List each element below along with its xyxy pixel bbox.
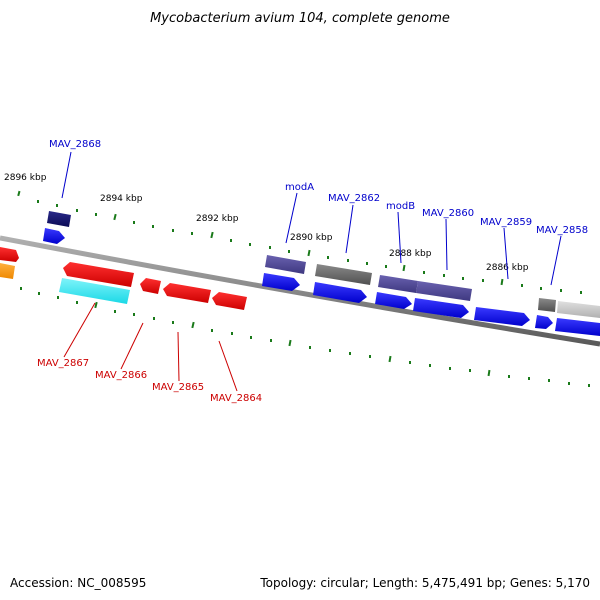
outer-tick-track xyxy=(17,190,582,294)
kbp-label: 2888 kbp xyxy=(389,249,432,259)
feature-block-purple-modb xyxy=(378,275,418,293)
feature-block-gray xyxy=(315,264,372,285)
gene-label-modb: modB xyxy=(386,201,415,212)
cds-arrow-forward xyxy=(43,228,65,244)
cds-arrow-forward xyxy=(413,298,469,318)
feature-block-purple-moda xyxy=(265,255,306,274)
cds-arrow-forward xyxy=(375,292,412,309)
gene-label-moda: modA xyxy=(285,182,314,193)
feature-block-orange xyxy=(0,263,15,279)
accession-label: Accession: NC_008595 xyxy=(10,576,147,590)
gene-label-mav-2867: MAV_2867 xyxy=(37,358,89,369)
gene-label-mav-2864: MAV_2864 xyxy=(210,393,262,404)
map-title: Mycobacterium avium 104, complete genome xyxy=(150,11,450,26)
gene-label-mav-2860: MAV_2860 xyxy=(422,208,474,219)
leader-lines-upper xyxy=(61,151,562,286)
cds-arrow-forward xyxy=(313,282,367,303)
gene-label-mav-2865: MAV_2865 xyxy=(152,382,204,393)
cds-arrow-forward xyxy=(474,307,530,326)
inner-tick-track xyxy=(20,287,590,387)
gene-label-mav-2859: MAV_2859 xyxy=(480,217,532,228)
feature-block-purple xyxy=(416,281,472,301)
genome-stats-label: Topology: circular; Length: 5,475,491 bp… xyxy=(260,576,590,590)
cds-arrow-forward xyxy=(262,273,300,291)
cds-arrow-forward xyxy=(535,315,553,329)
kbp-label: 2896 kbp xyxy=(4,173,47,183)
cds-arrow-reverse xyxy=(212,292,247,310)
gene-label-mav-2858: MAV_2858 xyxy=(536,225,588,236)
forward-cds-track xyxy=(43,228,600,336)
cds-arrow-reverse-partial xyxy=(0,247,19,262)
leader-lines-lower xyxy=(63,302,238,392)
gene-label-mav-2868: MAV_2868 xyxy=(49,139,101,150)
feature-block-cyan xyxy=(59,278,130,304)
feature-block-navy xyxy=(47,211,71,227)
reverse-cds-track xyxy=(0,247,247,310)
feature-block-gray-small xyxy=(538,298,556,312)
kbp-label: 2892 kbp xyxy=(196,214,239,224)
gene-label-mav-2866: MAV_2866 xyxy=(95,370,147,381)
feature-block-light-gray xyxy=(557,301,600,318)
kbp-label: 2894 kbp xyxy=(100,194,143,204)
feature-track-upper xyxy=(47,211,600,318)
gene-label-mav-2862: MAV_2862 xyxy=(328,193,380,204)
cds-arrow-reverse xyxy=(163,283,211,303)
cds-arrow-forward xyxy=(555,318,600,336)
genome-backbone xyxy=(0,235,600,347)
kbp-label: 2890 kbp xyxy=(290,233,333,243)
cds-arrow-reverse xyxy=(63,262,134,287)
cds-arrow-reverse xyxy=(140,278,161,294)
